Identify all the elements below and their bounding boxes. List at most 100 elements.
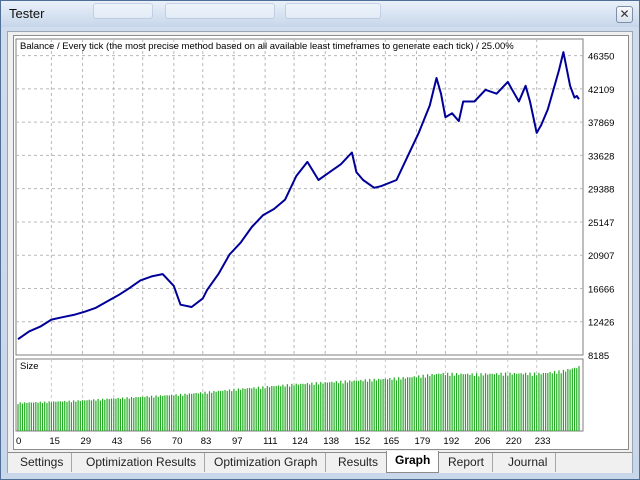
tab-results[interactable]: Results: [330, 453, 388, 472]
size-bar: [95, 400, 97, 431]
size-bar: [422, 374, 424, 431]
x-tick-label: 111: [263, 436, 277, 447]
size-bar: [444, 374, 447, 431]
size-bar: [251, 388, 253, 431]
size-bar: [540, 374, 542, 431]
main-plot-frame: [15, 38, 584, 356]
size-bar: [108, 399, 110, 431]
size-bar: [24, 402, 26, 431]
size-bar: [507, 375, 509, 431]
size-bar: [28, 402, 30, 431]
size-bar: [358, 380, 360, 431]
y-tick-label: 42109: [588, 85, 614, 96]
size-bar: [529, 372, 531, 431]
size-bar: [137, 397, 139, 431]
tab-optimization-results[interactable]: Optimization Results: [78, 453, 206, 472]
size-bar: [173, 395, 175, 431]
size-bar: [246, 388, 248, 431]
size-bar: [244, 388, 246, 431]
size-bar: [213, 390, 215, 431]
size-bar: [473, 375, 475, 431]
size-bar: [549, 371, 551, 431]
tab-graph[interactable]: Graph: [386, 451, 440, 473]
size-bar: [248, 388, 251, 431]
size-bar: [375, 380, 378, 431]
size-bar: [186, 394, 188, 431]
size-bar: [77, 400, 79, 431]
size-bar: [159, 395, 162, 431]
size-bar: [162, 396, 164, 431]
size-bar: [538, 372, 540, 431]
y-axis-ticks: 8185 12426 16666 20907 25147 29388 33628 37869 4…: [588, 52, 614, 362]
size-bar: [475, 373, 478, 431]
size-bar: [536, 375, 538, 431]
size-bar: [53, 401, 55, 431]
size-bar: [135, 396, 137, 431]
size-bar: [193, 393, 195, 431]
size-bar: [373, 378, 375, 431]
size-bar: [284, 386, 286, 431]
size-bar: [389, 377, 391, 431]
size-bar: [93, 399, 95, 431]
size-bar: [442, 372, 444, 431]
size-bar: [113, 398, 115, 431]
x-tick-label: 192: [443, 436, 459, 447]
size-bar: [551, 373, 553, 431]
size-bar: [184, 393, 186, 431]
size-bar: [362, 381, 364, 431]
size-bar: [560, 373, 562, 431]
size-bar: [273, 386, 275, 431]
tab-journal[interactable]: Journal: [500, 453, 557, 472]
size-bar: [320, 382, 322, 431]
size-bar: [57, 401, 59, 431]
x-tick-label: 220: [506, 436, 522, 447]
size-bar: [117, 397, 119, 431]
graph-area[interactable]: 8185 12426 16666 20907 25147 29388 33628 37869 4…: [13, 35, 629, 450]
size-bar: [411, 377, 413, 431]
close-button[interactable]: ✕: [616, 6, 633, 23]
tab-settings[interactable]: Settings: [12, 453, 73, 472]
size-bar: [168, 395, 170, 431]
size-bar: [228, 389, 231, 431]
size-bar: [84, 400, 86, 431]
size-bar: [522, 374, 524, 431]
size-bar: [498, 374, 500, 431]
size-bar: [144, 397, 146, 431]
size-bar: [380, 379, 382, 431]
y-tick-label: 8185: [588, 351, 609, 362]
size-bar: [68, 400, 70, 431]
size-bar: [545, 373, 547, 431]
size-bar: [32, 402, 35, 431]
size-bar: [86, 400, 88, 431]
size-bar: [70, 402, 73, 431]
size-bar: [97, 398, 99, 431]
size-bar: [462, 374, 464, 431]
tab-report[interactable]: Report: [440, 453, 494, 472]
size-bar: [558, 370, 560, 431]
size-bar: [139, 396, 142, 431]
title-bar[interactable]: Tester ✕: [1, 1, 639, 27]
size-bar: [415, 377, 418, 431]
size-bar: [349, 380, 351, 431]
size-bar: [242, 388, 244, 431]
size-bar: [219, 390, 222, 431]
size-bar: [286, 384, 288, 431]
size-bar: [344, 380, 346, 431]
size-bar: [333, 382, 335, 431]
size-bar: [413, 376, 415, 431]
size-bar: [124, 399, 126, 431]
size-bar: [420, 377, 422, 431]
chart-title: Balance / Every tick (the most precise m…: [20, 41, 514, 52]
x-tick-label: 206: [475, 436, 491, 447]
size-plot-frame: [15, 358, 584, 432]
size-bar: [211, 392, 213, 431]
y-tick-label: 46350: [588, 52, 614, 63]
size-bar: [79, 400, 81, 431]
x-tick-label: 124: [292, 436, 308, 447]
size-bar: [369, 378, 371, 431]
size-bar: [567, 369, 569, 431]
x-tick-label: 0: [16, 436, 21, 447]
size-bar: [440, 374, 442, 431]
tab-optimization-graph[interactable]: Optimization Graph: [206, 453, 327, 472]
